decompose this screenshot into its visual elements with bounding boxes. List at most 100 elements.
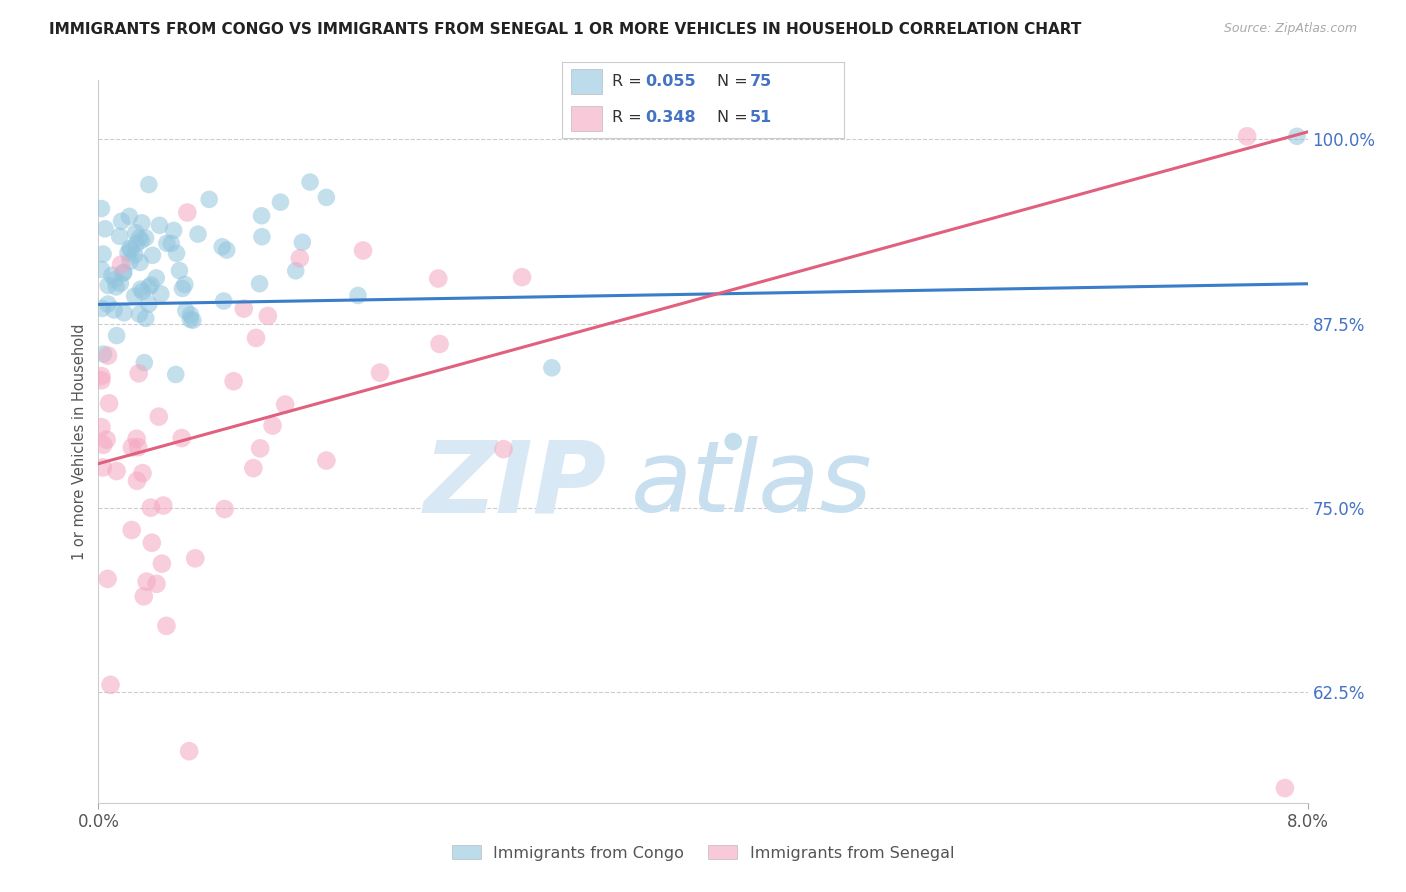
Point [124, 289, 146, 303]
Point [249, 277, 271, 291]
Text: Source: ZipAtlas.com: Source: ZipAtlas.com [1223, 22, 1357, 36]
Point [249, 442, 271, 456]
Point [176, 205, 198, 219]
Point [131, 466, 153, 480]
Point [90, 262, 112, 277]
Point [179, 312, 201, 326]
Point [156, 236, 179, 251]
Point [222, 374, 245, 388]
Point [131, 285, 153, 299]
Point [135, 311, 157, 326]
Point [141, 248, 163, 262]
Point [352, 244, 374, 258]
Point [510, 270, 533, 285]
Point [138, 280, 160, 294]
Text: 51: 51 [749, 111, 772, 125]
Point [104, 273, 127, 287]
Point [145, 577, 167, 591]
Point [242, 461, 264, 475]
FancyBboxPatch shape [571, 105, 602, 130]
Point [98, 396, 121, 410]
Point [134, 356, 156, 370]
Point [105, 328, 128, 343]
Point [155, 619, 177, 633]
Point [112, 265, 135, 279]
Point [723, 434, 745, 449]
Point [250, 209, 273, 223]
Point [135, 231, 157, 245]
Point [121, 440, 143, 454]
Point [128, 307, 150, 321]
Point [121, 523, 143, 537]
Point [97, 278, 120, 293]
Point [108, 229, 131, 244]
Point [135, 574, 157, 589]
Point [125, 474, 148, 488]
Point [198, 193, 221, 207]
Point [187, 227, 209, 241]
Point [127, 440, 149, 454]
Point [181, 313, 204, 327]
Point [540, 360, 562, 375]
Point [211, 240, 233, 254]
Point [125, 226, 148, 240]
Point [132, 590, 155, 604]
Point [184, 551, 207, 566]
Point [160, 236, 183, 251]
Point [368, 366, 391, 380]
Point [118, 241, 141, 255]
Point [90, 202, 112, 216]
Text: R =: R = [612, 74, 647, 89]
Point [105, 280, 128, 294]
Point [138, 178, 160, 192]
Text: 0.055: 0.055 [645, 74, 696, 89]
Point [94, 221, 117, 235]
Point [90, 369, 112, 384]
Point [138, 297, 160, 311]
Point [269, 195, 291, 210]
Point [124, 248, 146, 262]
Point [250, 229, 273, 244]
Point [131, 234, 153, 248]
FancyBboxPatch shape [571, 70, 602, 95]
Point [257, 309, 280, 323]
Point [90, 420, 112, 434]
Point [91, 460, 114, 475]
Point [112, 306, 135, 320]
Point [120, 254, 142, 268]
Text: IMMIGRANTS FROM CONGO VS IMMIGRANTS FROM SENEGAL 1 OR MORE VEHICLES IN HOUSEHOLD: IMMIGRANTS FROM CONGO VS IMMIGRANTS FROM… [49, 22, 1081, 37]
Point [148, 219, 170, 233]
Point [315, 453, 337, 467]
Point [103, 303, 125, 318]
Point [125, 237, 148, 252]
Point [139, 277, 162, 292]
Point [93, 347, 115, 361]
Point [148, 409, 170, 424]
Text: ZIP: ZIP [423, 436, 606, 533]
Point [262, 418, 284, 433]
Text: 0.348: 0.348 [645, 111, 696, 125]
Point [166, 246, 188, 260]
Point [299, 175, 322, 189]
Point [179, 744, 201, 758]
Point [141, 535, 163, 549]
Point [288, 252, 311, 266]
Point [162, 223, 184, 237]
Point [97, 297, 120, 311]
Point [105, 464, 128, 478]
Point [169, 263, 191, 277]
Point [117, 245, 139, 260]
Point [165, 368, 187, 382]
Point [150, 557, 173, 571]
Point [315, 190, 337, 204]
Point [129, 255, 152, 269]
Point [128, 366, 150, 380]
Text: atlas: atlas [630, 436, 872, 533]
Point [291, 235, 314, 250]
Point [232, 301, 254, 316]
Point [90, 373, 112, 387]
Point [125, 432, 148, 446]
Point [110, 258, 132, 272]
Point [97, 349, 120, 363]
Point [149, 287, 172, 301]
